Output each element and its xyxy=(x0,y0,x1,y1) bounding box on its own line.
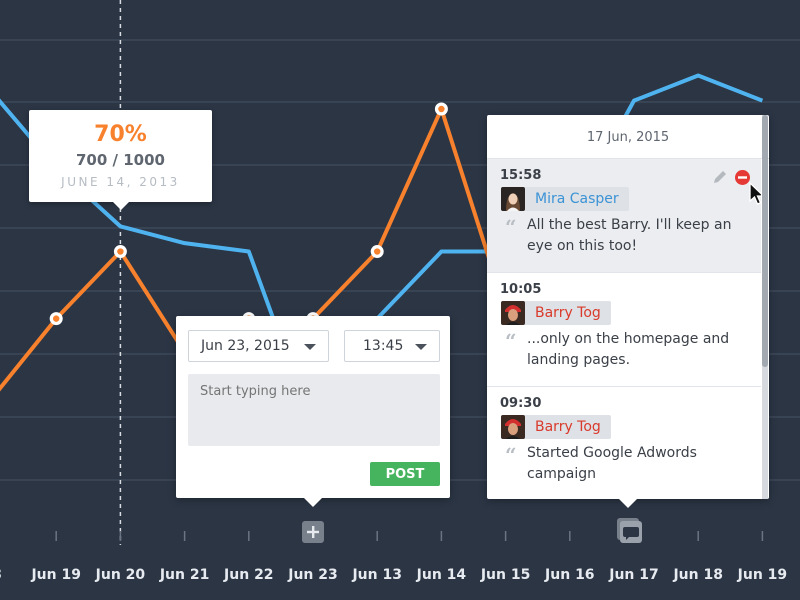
x-tick-label: Jun 17 xyxy=(608,567,659,583)
pencil-icon[interactable] xyxy=(712,169,728,185)
data-point-center xyxy=(53,315,60,322)
comment-text: Started Google Adwords campaign xyxy=(527,445,697,482)
quote-icon: “ xyxy=(505,329,517,353)
x-tick-label: Jun 15 xyxy=(480,567,531,583)
comment-item[interactable]: 10:05 Barry Tog “ ...only on the homepag… xyxy=(487,273,761,387)
comment-author-name: Barry Tog xyxy=(535,419,601,435)
comment-author-name: Mira Casper xyxy=(535,191,619,207)
avatar xyxy=(501,187,525,211)
data-point-center xyxy=(117,248,124,255)
comment-author[interactable]: Barry Tog xyxy=(501,415,611,439)
message-input[interactable] xyxy=(188,374,440,446)
comment-time: 15:58 xyxy=(500,168,542,183)
post-button[interactable]: POST xyxy=(370,462,440,486)
tooltip-date: JUNE 14, 2013 xyxy=(61,175,180,189)
comment-author[interactable]: Mira Casper xyxy=(501,187,629,211)
comments-panel: 17 Jun, 2015 15:58 Mira Casper “ All the… xyxy=(487,115,769,508)
time-select-value: 13:45 xyxy=(363,338,404,354)
avatar xyxy=(501,415,525,439)
chevron-down-icon xyxy=(304,344,316,350)
comment-author[interactable]: Barry Tog xyxy=(501,301,611,325)
quote-icon: “ xyxy=(505,215,517,239)
date-select-value: Jun 23, 2015 xyxy=(201,338,290,354)
quote-icon: “ xyxy=(505,443,517,467)
add-event-button[interactable] xyxy=(302,521,324,543)
chevron-down-icon xyxy=(415,344,427,350)
x-tick-label: 18 xyxy=(0,567,2,583)
tooltip-ratio: 700 / 1000 xyxy=(76,151,165,169)
x-tick-label: Jun 19 xyxy=(737,567,788,583)
comment-time: 10:05 xyxy=(500,282,542,297)
data-point-center xyxy=(374,248,381,255)
data-point-center xyxy=(438,105,445,113)
time-select[interactable]: 13:45 xyxy=(344,330,440,362)
x-tick-label: Jun 13 xyxy=(351,567,402,583)
comment-text: ...only on the homepage and landing page… xyxy=(527,331,730,368)
comment-item[interactable]: 15:58 Mira Casper “ All the best Barry. … xyxy=(487,159,761,273)
event-composer-panel: Jun 23, 2015 13:45 POST xyxy=(176,316,450,507)
x-tick-label: Jun 21 xyxy=(159,567,210,583)
comments-marker-button[interactable] xyxy=(617,518,642,543)
arrow-cursor-icon xyxy=(749,182,761,205)
comments-list: 15:58 Mira Casper “ All the best Barry. … xyxy=(487,159,761,499)
date-select[interactable]: Jun 23, 2015 xyxy=(188,330,329,362)
comments-scrollbar-thumb[interactable] xyxy=(762,115,768,367)
x-tick-label: Jun 14 xyxy=(416,567,467,583)
x-tick-label: Jun 22 xyxy=(223,567,274,583)
comment-item[interactable]: 09:30 Barry Tog “ Started Google Adwords… xyxy=(487,387,761,499)
comment-author-name: Barry Tog xyxy=(535,305,601,321)
x-tick-label: Jun 18 xyxy=(672,567,723,583)
x-tick-label: Jun 23 xyxy=(287,567,338,583)
minus-circle-icon[interactable] xyxy=(735,170,750,185)
comment-time: 09:30 xyxy=(500,396,542,411)
avatar xyxy=(501,301,525,325)
data-point-tooltip: 70% 700 / 1000 JUNE 14, 2013 xyxy=(29,110,212,210)
comments-date: 17 Jun, 2015 xyxy=(487,115,769,159)
x-tick-label: Jun 20 xyxy=(95,567,146,583)
comment-text: All the best Barry. I'll keep an eye on … xyxy=(527,217,732,254)
x-tick-label: Jun 16 xyxy=(544,567,595,583)
tooltip-percent: 70% xyxy=(94,122,147,147)
speech-bubble-icon xyxy=(623,527,639,540)
x-tick-label: Jun 19 xyxy=(30,567,81,583)
